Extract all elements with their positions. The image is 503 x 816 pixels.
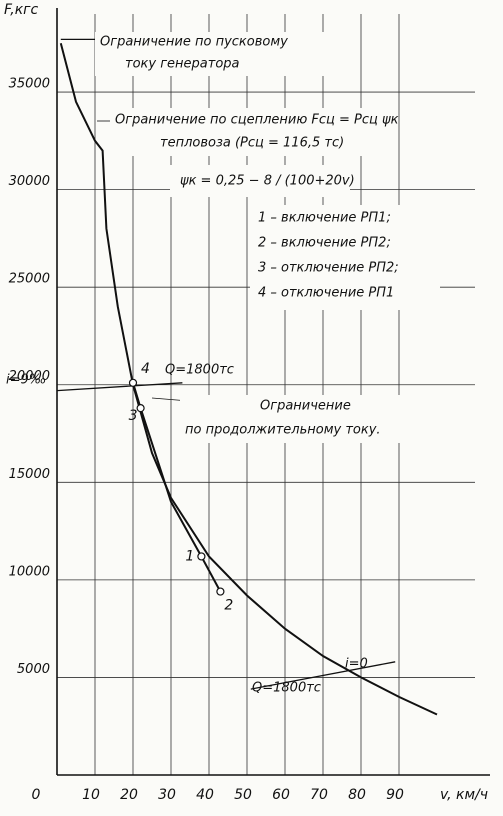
annotation: Q=1800тс [165, 363, 234, 378]
curve [250, 661, 396, 690]
point-label: 2 [224, 598, 233, 614]
x-axis-label: v, км/ч [440, 787, 488, 803]
point [128, 378, 138, 387]
x-tick-label: 70 [310, 787, 328, 803]
annotation: 4 – отключение РП1 [258, 286, 394, 301]
label-background [250, 205, 440, 310]
point-label: 3 [129, 408, 138, 424]
x-tick-label: 80 [348, 787, 366, 803]
x-tick-label: 30 [158, 787, 176, 803]
y-tick-label: 10000 [9, 564, 50, 579]
label-background [170, 165, 350, 197]
annotation: току генератора [125, 57, 240, 72]
annotation: i=0 [345, 657, 368, 672]
annotation: i=9‰ [6, 373, 46, 388]
x-tick-label: 40 [196, 787, 214, 803]
annotation: тепловоза (Pсц = 116,5 тс) [160, 136, 344, 151]
curve [132, 382, 222, 593]
point [197, 552, 206, 561]
y-tick-label: 20000 [9, 369, 50, 384]
curve [56, 382, 183, 392]
annotation: Q=1800тс [252, 681, 321, 696]
x-tick-label: 50 [234, 787, 252, 803]
y-tick-label: 25000 [9, 272, 50, 287]
annotation: Ограничение по сцеплению Fсц = Pсц ψк [115, 113, 399, 128]
annotation: Ограничение [260, 399, 351, 414]
annotation: 2 – включение РП2; [258, 236, 391, 251]
annotation: по продолжительному току. [185, 423, 381, 438]
x-tick-label: 0 [32, 787, 41, 803]
label-background [180, 395, 425, 443]
y-tick-label: 5000 [17, 662, 50, 677]
point [216, 587, 225, 596]
y-axis-label: F,кгс [4, 2, 39, 18]
point-label: 1 [185, 548, 194, 564]
x-tick-label: 60 [272, 787, 290, 803]
x-tick-label: 90 [386, 787, 404, 803]
y-tick-label: 15000 [9, 467, 50, 482]
x-tick-label: 20 [120, 787, 138, 803]
label-background [110, 108, 370, 156]
point-label: 4 [141, 361, 150, 377]
annotation: 3 – отключение РП2; [258, 261, 399, 276]
label-background [95, 32, 330, 76]
annotation: 1 – включение РП1; [258, 211, 391, 226]
x-tick-label: 10 [82, 787, 100, 803]
y-tick-label: 30000 [9, 174, 50, 189]
annotation: ψк = 0,25 − 8 / (100+20v) [180, 174, 355, 189]
y-tick-label: 35000 [9, 77, 50, 92]
point [136, 404, 145, 413]
annotation: Ограничение по пусковому [100, 35, 288, 50]
